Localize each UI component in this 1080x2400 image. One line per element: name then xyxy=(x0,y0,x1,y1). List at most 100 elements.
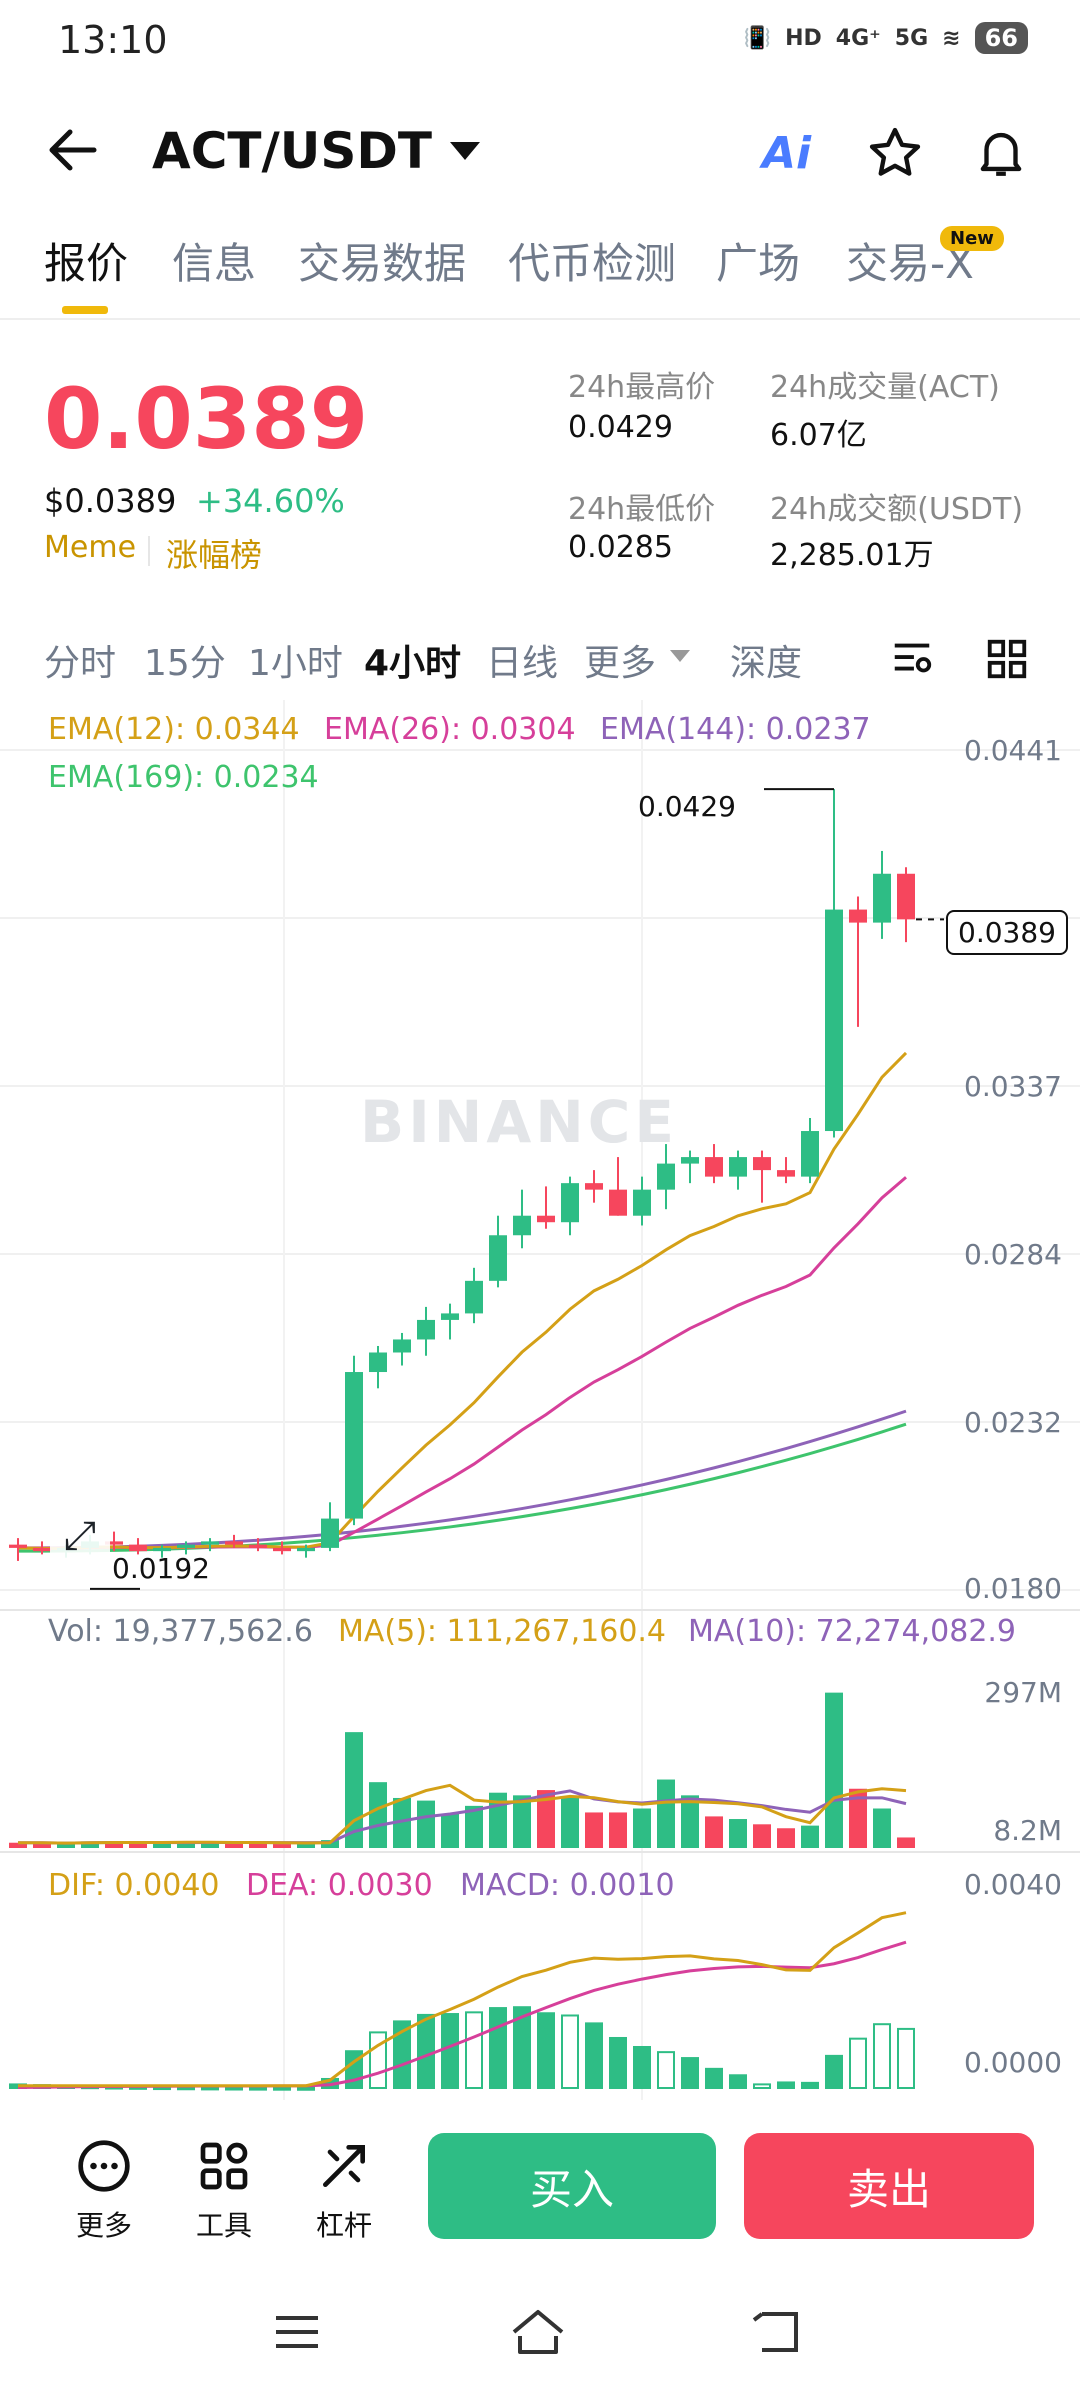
interval-4h[interactable]: 4小时 xyxy=(364,643,462,684)
macd-dif: DIF: 0.0040 xyxy=(48,1868,220,1903)
tools-label: 工具 xyxy=(195,2209,252,2242)
wifi-icon: ≋ xyxy=(942,25,961,51)
bell-icon[interactable] xyxy=(972,122,1030,182)
interval-more[interactable]: 更多 xyxy=(584,643,657,684)
volume-bar xyxy=(129,1842,147,1848)
price-axis-5: 0.0180 xyxy=(964,1572,1062,1605)
vol-act-label: 24h成交量(ACT) xyxy=(770,370,1000,405)
candle-body xyxy=(225,1541,243,1545)
candle-body xyxy=(585,1183,603,1190)
back-arrow-icon[interactable] xyxy=(44,122,104,178)
interval-depth[interactable]: 深度 xyxy=(730,643,803,684)
volume-bar xyxy=(537,1790,555,1848)
macd-axis-zero: 0.0000 xyxy=(964,2046,1062,2079)
volume-bar xyxy=(153,1842,171,1848)
volume-bar xyxy=(225,1842,243,1848)
volume-ma5-line xyxy=(18,1783,907,1845)
vibrate-icon: 📳 xyxy=(743,25,772,51)
tab-info[interactable]: 信息 xyxy=(172,239,257,288)
price-axis-2: 0.0337 xyxy=(964,1070,1062,1103)
interval-1h[interactable]: 1小时 xyxy=(248,643,343,684)
candle-body xyxy=(849,909,867,923)
binance-watermark: BINANCE xyxy=(360,1088,678,1156)
macd-bar xyxy=(777,2081,795,2090)
volume-bar xyxy=(873,1808,891,1848)
tools-button[interactable]: 工具 xyxy=(184,2138,264,2244)
volume-bar xyxy=(681,1795,699,1848)
active-tab-indicator xyxy=(62,306,108,314)
candle-body xyxy=(249,1544,267,1548)
tab-trade-data[interactable]: 交易数据 xyxy=(298,239,467,288)
star-icon[interactable] xyxy=(866,124,924,182)
last-price-marker[interactable]: 0.0389 xyxy=(946,910,1068,955)
chart-settings-icon[interactable] xyxy=(888,636,936,682)
ai-icon[interactable]: Ai xyxy=(762,128,812,179)
macd-bar xyxy=(609,2036,627,2089)
volume-axis-max: 297M xyxy=(984,1676,1062,1709)
macd-bar xyxy=(897,2027,915,2089)
buy-button[interactable]: 买入 xyxy=(428,2133,716,2239)
more-button[interactable]: 更多 xyxy=(64,2138,144,2244)
macd-bar xyxy=(201,2086,219,2091)
tab-quote[interactable]: 报价 xyxy=(44,239,129,288)
interval-15m[interactable]: 15分 xyxy=(144,643,226,684)
menu-icon[interactable] xyxy=(272,2312,322,2352)
price-axis-4: 0.0232 xyxy=(964,1406,1062,1439)
return-icon[interactable] xyxy=(752,2308,802,2356)
pair-name: ACT/USDT xyxy=(152,122,432,180)
tag-gainers[interactable]: 涨幅榜 xyxy=(166,536,263,574)
candle-body xyxy=(777,1170,795,1177)
candle-body xyxy=(465,1280,483,1314)
tab-token-check[interactable]: 代币检测 xyxy=(508,239,677,288)
dif-line xyxy=(18,1911,907,2088)
candle-body xyxy=(537,1215,555,1223)
candle-body xyxy=(633,1189,651,1216)
volume-bar xyxy=(465,1805,483,1848)
sell-button[interactable]: 卖出 xyxy=(744,2133,1034,2239)
interval-1d[interactable]: 日线 xyxy=(486,643,559,684)
macd-bar xyxy=(537,2012,555,2089)
price-change: +34.60% xyxy=(196,482,345,520)
bottom-action-bar: 更多 工具 杠杆 xyxy=(0,2120,1080,2260)
leverage-button[interactable]: 杠杆 xyxy=(304,2138,384,2244)
pair-selector[interactable]: ACT/USDT xyxy=(152,122,480,180)
macd-axis-max: 0.0040 xyxy=(964,1868,1062,1901)
candle-body xyxy=(417,1319,435,1340)
caret-down-icon xyxy=(670,650,690,662)
macd-bar xyxy=(753,2083,771,2090)
candle-body xyxy=(561,1183,579,1223)
macd-bar xyxy=(705,2067,723,2089)
leverage-icon xyxy=(323,2145,365,2187)
candle-body xyxy=(681,1157,699,1164)
tag-divider xyxy=(148,536,150,566)
home-icon[interactable] xyxy=(508,2306,568,2358)
tab-square[interactable]: 广场 xyxy=(716,239,801,288)
kline-chart[interactable]: EMA(12): 0.0344 EMA(26): 0.0304 EMA(144)… xyxy=(0,700,1080,2100)
ema12-label: EMA(12): 0.0344 xyxy=(48,712,300,747)
fullscreen-icon[interactable]: ⤢ xyxy=(50,1506,110,1566)
macd-bar xyxy=(369,2031,387,2090)
volume-bar xyxy=(369,1782,387,1848)
macd-bar xyxy=(249,2086,267,2091)
macd-bar xyxy=(273,2086,291,2091)
macd-bar xyxy=(441,2013,459,2089)
ema169-label: EMA(169): 0.0234 xyxy=(48,760,319,795)
candle-body xyxy=(609,1189,627,1216)
candle-body xyxy=(9,1544,27,1548)
macd-bar xyxy=(801,2081,819,2090)
high-label: 24h最高价 xyxy=(568,370,716,405)
interval-bar: 分时 15分 1小时 4小时 日线 更多 深度 xyxy=(0,628,1080,688)
price-axis-3: 0.0284 xyxy=(964,1238,1062,1271)
candle-body xyxy=(105,1541,123,1545)
macd-bar xyxy=(681,2057,699,2089)
grid-layout-icon[interactable] xyxy=(984,636,1030,682)
macd-bar xyxy=(657,2051,675,2089)
tag-meme[interactable]: Meme xyxy=(44,530,137,565)
candle-body xyxy=(201,1541,219,1545)
new-badge: New xyxy=(940,226,1004,251)
vol-act-value: 6.07亿 xyxy=(770,418,867,453)
interval-time[interactable]: 分时 xyxy=(44,643,117,684)
status-icons: 📳 HD 4G⁺ 5G ≋ 66 xyxy=(744,22,1028,54)
volume-bar xyxy=(609,1812,627,1848)
candle-body xyxy=(273,1547,291,1552)
